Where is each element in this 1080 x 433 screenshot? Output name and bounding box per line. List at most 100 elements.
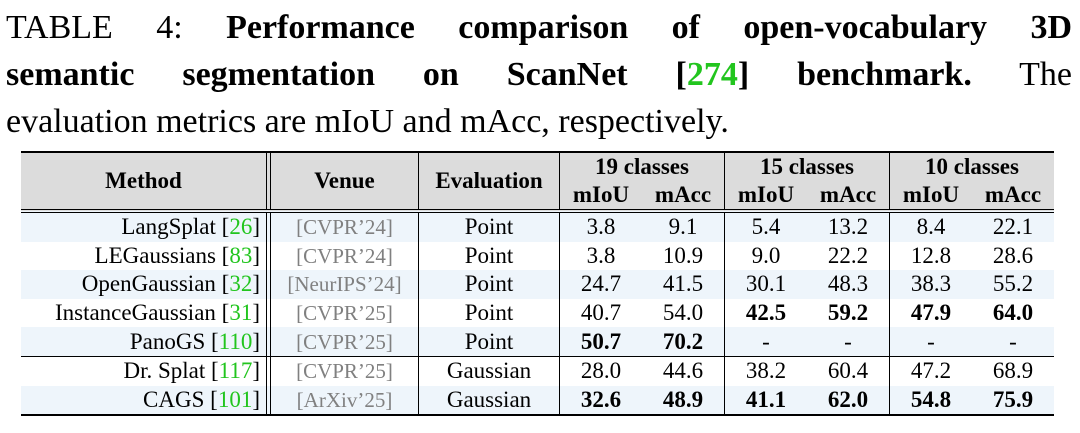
value-cell: 13.2: [807, 211, 890, 242]
method-name: InstanceGaussian: [54, 300, 216, 326]
header-venue: Venue: [270, 152, 419, 211]
method-name: OpenGaussian: [81, 271, 216, 297]
venue-cell: [NeurIPS’24]: [270, 270, 419, 299]
ref-bracket: ]: [252, 386, 260, 412]
row-divider: [266, 385, 271, 416]
header-divider: [266, 152, 271, 211]
value-cell: 54.0: [642, 298, 725, 328]
value-cell: 75.9: [972, 385, 1054, 416]
value-cell: 28.0: [580, 358, 622, 384]
value-cell: 44.6: [642, 356, 725, 386]
caption-text-part2: evaluation metrics are mIoU and mAcc, re…: [6, 103, 729, 140]
value-cell: 3.8: [586, 242, 616, 268]
method-name: Dr. Splat: [123, 358, 206, 384]
caption-title-part2: semantic segmentation on ScanNet [: [6, 56, 687, 93]
value-cell: 22.2: [807, 241, 890, 271]
method-cell: LEGaussians [83]: [21, 241, 267, 271]
caption-title-part3: ] benchmark.: [737, 56, 972, 93]
caption-label: TABLE 4:: [6, 9, 183, 46]
row-divider: [266, 356, 271, 386]
value-cell: 8.4: [889, 211, 972, 242]
row-divider: [266, 270, 271, 299]
value-cell: 47.9: [910, 300, 952, 326]
method-name: LangSplat: [121, 214, 216, 240]
method-cell: CAGS [101]: [21, 385, 267, 416]
table-row: InstanceGaussian [31] [CVPR’25] Point 40.7 5…: [21, 298, 1054, 328]
header-group-10: 10 classes: [889, 152, 1054, 181]
ref-bracket: ]: [252, 328, 260, 354]
ref-bracket: [: [215, 214, 230, 240]
venue-cell: [CVPR’25]: [270, 327, 419, 357]
evaluation-cell: Point: [418, 270, 560, 299]
value-cell: 9.0: [751, 242, 781, 268]
caption-title-part1: Performance comparison of open-vocabular…: [226, 9, 1073, 46]
value-cell: -: [972, 327, 1054, 357]
caption-ref: 274: [686, 56, 738, 93]
ref-bracket: [: [215, 271, 230, 297]
value-cell: 30.1: [724, 270, 807, 299]
ref-bracket: ]: [252, 214, 260, 240]
value-cell: -: [724, 327, 807, 357]
value-cell: 50.7: [559, 327, 642, 357]
value-cell: 55.2: [972, 270, 1054, 299]
evaluation-cell: Point: [418, 327, 560, 357]
value-cell: 70.2: [642, 327, 725, 357]
table-body: LangSplat [26] [CVPR’24] Point 3.8 9.1 5.4 13.…: [21, 211, 1054, 416]
row-divider: [266, 241, 271, 271]
results-table: Method Venue Evaluation 19 classes 15 cl…: [21, 151, 1054, 416]
header-group-19: 19 classes: [559, 152, 725, 181]
ref-bracket: [: [205, 358, 219, 384]
value-cell: 60.4: [807, 356, 890, 386]
header-macc: mAcc: [807, 181, 890, 211]
value-cell: 48.3: [807, 270, 890, 299]
header-macc: mAcc: [642, 181, 725, 211]
value-cell: 54.8: [889, 385, 972, 416]
table-row: CAGS [101] [ArXiv’25] Gaussian 32.6 48.9 41.1…: [21, 385, 1054, 416]
table-row: LangSplat [26] [CVPR’24] Point 3.8 9.1 5.4 13.…: [21, 211, 1054, 242]
value-cell: 10.9: [642, 241, 725, 271]
method-cell: InstanceGaussian [31]: [21, 298, 267, 328]
value-cell: 38.2: [745, 358, 787, 384]
ref-bracket: ]: [252, 300, 260, 326]
ref-bracket: [: [204, 386, 218, 412]
method-ref[interactable]: 117: [218, 358, 253, 384]
method-ref[interactable]: 83: [229, 242, 253, 268]
venue-cell: [CVPR’25]: [270, 298, 419, 328]
value-cell: 68.9: [992, 358, 1034, 384]
venue-cell: [ArXiv’25]: [270, 385, 419, 416]
table-row: PanoGS [110] [CVPR’25] Point 50.7 70.2- - - -: [21, 327, 1054, 357]
ref-bracket: [: [215, 242, 230, 268]
value-cell: 64.0: [992, 300, 1034, 326]
value-cell: 12.8: [910, 242, 952, 268]
value-cell: 42.5: [745, 300, 787, 326]
method-name: LEGaussians: [94, 242, 216, 268]
value-cell: -: [807, 327, 890, 357]
value-cell: 22.1: [972, 211, 1054, 242]
method-ref[interactable]: 31: [229, 300, 253, 326]
method-cell: PanoGS [110]: [21, 327, 267, 357]
evaluation-cell: Gaussian: [418, 356, 560, 386]
caption-text-part1: The: [971, 56, 1072, 93]
evaluation-cell: Gaussian: [418, 385, 560, 416]
method-ref[interactable]: 26: [229, 214, 253, 240]
header-miou: mIoU: [559, 181, 642, 211]
method-ref[interactable]: 110: [218, 328, 253, 354]
method-cell: LangSplat [26]: [21, 211, 267, 242]
table-row: OpenGaussian [32] [NeurIPS’24] Point 24.7 41…: [21, 270, 1054, 299]
table-row: LEGaussians [83] [CVPR’24] Point 3.8 10.9 9.0…: [21, 241, 1054, 271]
venue-cell: [CVPR’24]: [270, 241, 419, 271]
header-miou: mIoU: [889, 181, 972, 211]
value-cell: 5.4: [724, 211, 807, 242]
value-cell: 3.8: [559, 211, 642, 242]
venue-cell: [CVPR’25]: [270, 356, 419, 386]
value-cell: 48.9: [642, 385, 725, 416]
method-ref[interactable]: 32: [229, 271, 253, 297]
header-evaluation: Evaluation: [418, 152, 560, 211]
table-caption: TABLE 4: Performance comparison of open-…: [6, 4, 1072, 145]
method-name: CAGS: [143, 386, 205, 412]
value-cell: 62.0: [807, 385, 890, 416]
method-ref[interactable]: 101: [217, 386, 253, 412]
evaluation-cell: Point: [418, 298, 560, 328]
ref-bracket: ]: [252, 242, 260, 268]
venue-cell: [CVPR’24]: [270, 211, 419, 242]
